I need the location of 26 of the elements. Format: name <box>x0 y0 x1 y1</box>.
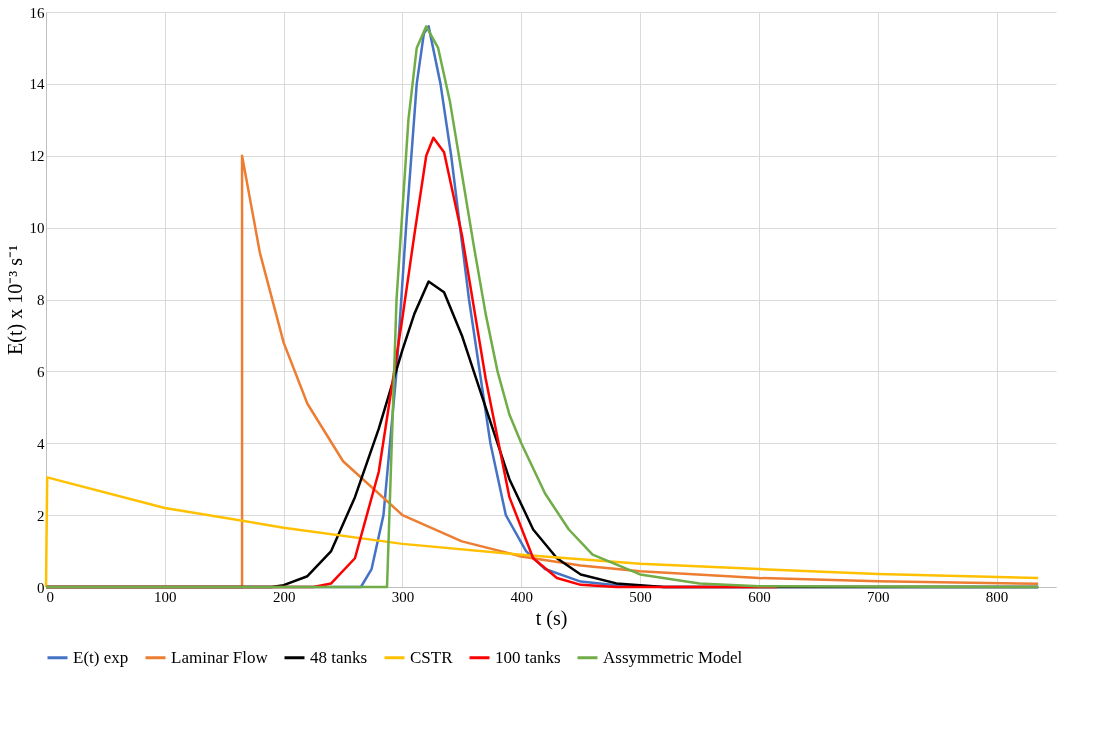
legend-label: 100 tanks <box>495 647 561 667</box>
y-tick-label: 14 <box>29 76 45 93</box>
y-tick-label: 16 <box>29 4 45 21</box>
y-tick-label: 12 <box>29 148 45 165</box>
x-tick-label: 600 <box>748 588 771 605</box>
x-tick-label: 500 <box>629 588 652 605</box>
line-series <box>44 476 1040 589</box>
y-tick-label: 6 <box>37 363 45 380</box>
x-tick-label: 700 <box>867 588 890 605</box>
y-axis-title: E(t) x 10⁻³ s⁻¹ <box>3 245 27 355</box>
x-tick-label: 800 <box>985 588 1009 605</box>
line-series <box>44 25 1040 589</box>
y-tick-label: 8 <box>37 292 45 308</box>
legend-label: CSTR <box>410 647 454 667</box>
x-tick-label: 300 <box>391 588 415 605</box>
legend-label: Assymmetric Model <box>603 647 743 667</box>
y-tick-label: 2 <box>37 507 45 524</box>
y-tick-label: 4 <box>37 435 45 452</box>
legend-label: E(t) exp <box>73 647 129 667</box>
y-tick-label: 10 <box>29 220 45 237</box>
x-axis-title: t (s) <box>535 606 568 630</box>
x-tick-label: 100 <box>154 588 177 605</box>
x-tick-label: 200 <box>272 588 296 605</box>
legend-label: Laminar Flow <box>171 647 269 667</box>
x-tick-label: 400 <box>510 588 534 605</box>
legend-label: 48 tanks <box>310 647 368 667</box>
